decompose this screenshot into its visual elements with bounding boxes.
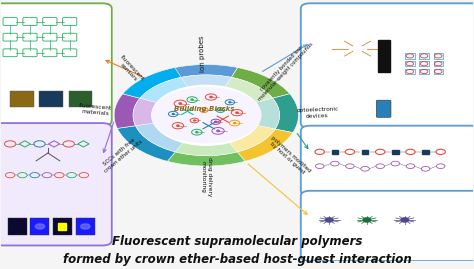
Circle shape [152,85,261,145]
Text: Ion probes: Ion probes [199,36,206,73]
Text: SCCs with free
crown ether units: SCCs with free crown ether units [99,135,143,174]
Text: Building Blocks: Building Blocks [174,106,234,112]
FancyBboxPatch shape [419,61,429,66]
Circle shape [217,130,219,132]
FancyBboxPatch shape [76,218,95,235]
FancyBboxPatch shape [434,53,443,58]
Bar [58,223,66,230]
FancyBboxPatch shape [434,69,443,74]
Circle shape [325,218,333,222]
Text: covalently bonded low-
molecular-weight compounds: covalently bonded low- molecular-weight … [253,37,314,102]
Wedge shape [114,94,140,128]
Bar [378,40,390,72]
Wedge shape [167,152,245,166]
FancyBboxPatch shape [301,3,474,128]
Circle shape [219,109,221,111]
FancyBboxPatch shape [301,191,474,261]
FancyBboxPatch shape [0,3,112,126]
Text: optoelectronic
devices: optoelectronic devices [296,107,338,119]
FancyBboxPatch shape [69,91,92,107]
Wedge shape [255,98,280,129]
FancyBboxPatch shape [30,218,49,235]
Wedge shape [175,75,231,88]
Circle shape [210,96,212,98]
Text: fluorescent
materials: fluorescent materials [79,103,113,117]
Text: polymers modified
by host or guest: polymers modified by host or guest [266,135,311,178]
Bar [362,150,368,154]
Circle shape [236,112,238,113]
Text: fluorescent
sensors: fluorescent sensors [115,55,146,86]
Circle shape [191,99,193,100]
Wedge shape [273,94,299,133]
Text: Fluorescent supramolecular polymers
formed by crown ether-based host-guest inter: Fluorescent supramolecular polymers form… [63,235,411,266]
Bar [331,150,338,154]
FancyBboxPatch shape [419,69,429,74]
Circle shape [172,114,174,115]
FancyBboxPatch shape [53,218,72,235]
Circle shape [229,102,231,103]
FancyBboxPatch shape [405,69,415,74]
FancyBboxPatch shape [434,61,443,66]
Wedge shape [225,77,273,102]
Circle shape [196,132,198,133]
FancyBboxPatch shape [419,53,429,58]
FancyBboxPatch shape [405,53,415,58]
Circle shape [35,224,45,229]
Circle shape [177,125,179,126]
Circle shape [193,120,195,121]
Ellipse shape [152,88,261,143]
Bar [392,150,399,154]
Wedge shape [133,98,157,126]
FancyBboxPatch shape [10,91,34,107]
Wedge shape [229,126,275,152]
Wedge shape [175,142,237,156]
Circle shape [401,218,409,222]
Text: drug delivery
monitoring: drug delivery monitoring [201,157,212,196]
FancyBboxPatch shape [0,123,112,246]
FancyBboxPatch shape [8,218,27,235]
Wedge shape [136,123,183,152]
Circle shape [234,122,236,124]
Circle shape [179,103,182,104]
Circle shape [215,121,217,122]
FancyBboxPatch shape [301,126,474,196]
Circle shape [203,109,205,111]
Wedge shape [140,77,188,102]
Wedge shape [123,68,181,98]
Wedge shape [167,65,238,79]
Circle shape [81,224,90,229]
FancyBboxPatch shape [405,61,415,66]
FancyBboxPatch shape [39,91,63,107]
Bar [422,150,429,154]
FancyBboxPatch shape [376,100,391,117]
Circle shape [363,218,371,222]
Wedge shape [117,126,175,161]
Wedge shape [231,68,290,98]
Wedge shape [237,129,293,161]
